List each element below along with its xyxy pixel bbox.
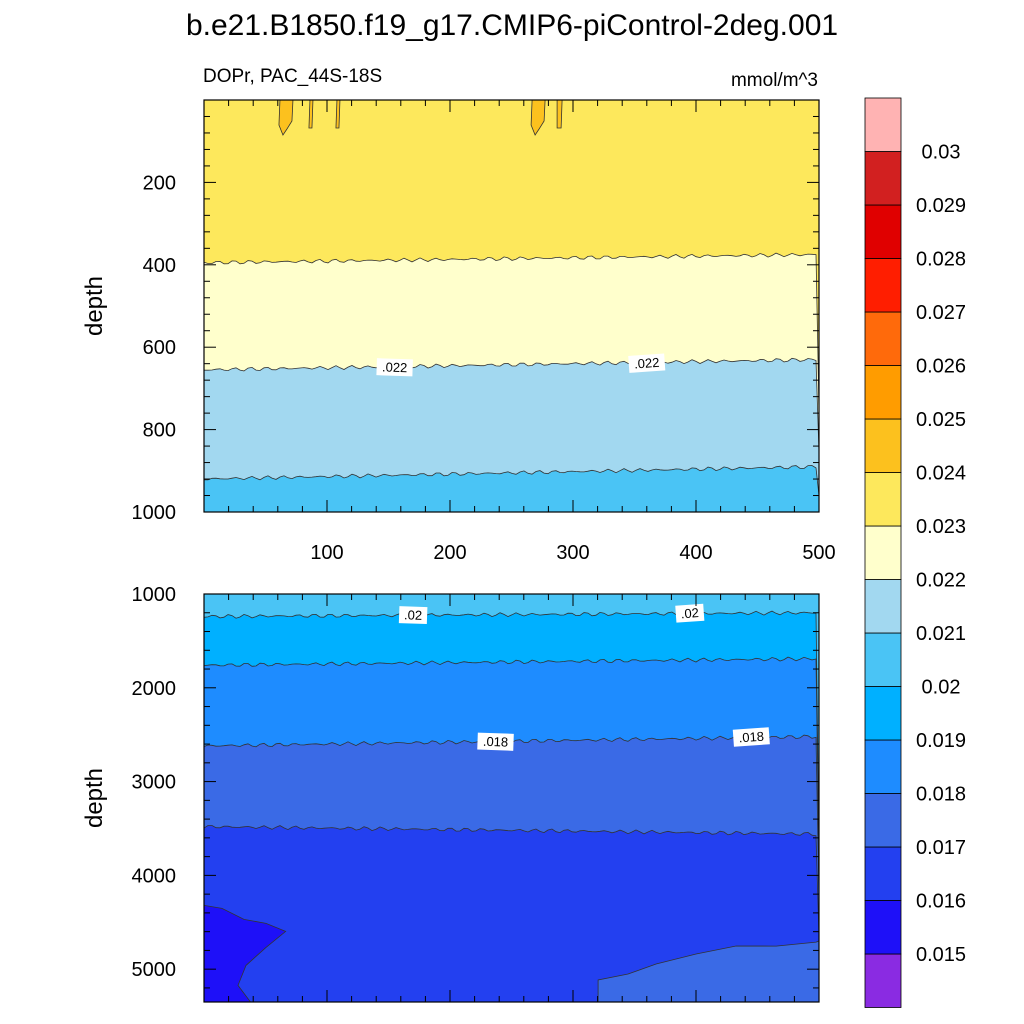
colorbar-label: 0.022 (916, 570, 966, 592)
colorbar-swatch (864, 793, 902, 848)
y-tick-label: 2000 (132, 678, 177, 700)
contour-label-text: .018 (483, 734, 509, 750)
y-tick-label: 800 (143, 420, 176, 442)
colorbar-label: 0.027 (916, 302, 966, 324)
y-axis-label: depth (81, 768, 108, 828)
y-tick-label: 4000 (132, 865, 177, 887)
colorbar-swatch (864, 632, 902, 687)
colorbar-swatch (864, 258, 902, 313)
y-tick-label: 1000 (132, 584, 177, 606)
y-axis-label: depth (81, 276, 108, 336)
colorbar-label: 0.025 (916, 409, 966, 431)
contour-label: .018 (732, 727, 770, 747)
x-tick-label: 300 (556, 542, 589, 564)
colorbar-label: 0.021 (916, 623, 966, 645)
colorbar-swatch (864, 97, 902, 152)
x-tick-label: 500 (802, 542, 835, 564)
contour-patch (597, 940, 819, 1002)
contour-band (204, 465, 819, 512)
contour-band (204, 825, 819, 1002)
y-tick-label: 600 (143, 337, 176, 359)
colorbar-label: 0.024 (916, 463, 966, 485)
y-tick-label: 1000 (132, 502, 177, 524)
colorbar-label: 0.029 (916, 195, 966, 217)
colorbar: 0.015 0.016 0.017 0.018 0.019 0.02 0.021 0.022 0… (864, 97, 966, 1008)
contour-patch (204, 904, 287, 1002)
colorbar-swatch (864, 900, 902, 955)
chart-units: mmol/m^3 (731, 70, 818, 91)
plot-area: .022 .022 (204, 100, 819, 512)
contour-label: .022 (376, 358, 413, 377)
colorbar-label: 0.018 (916, 784, 966, 806)
contour-label-bg (398, 606, 428, 625)
colorbar-label: 0.015 (916, 944, 966, 966)
contour-label: .022 (628, 353, 666, 373)
contour-patch (278, 100, 294, 136)
colorbar-swatch (864, 525, 902, 580)
contour-label-bg (376, 358, 413, 377)
x-tick-label: 200 (433, 542, 466, 564)
chart-title: b.e21.B1850.f19_g17.CMIP6-piControl-2deg… (186, 9, 838, 42)
contour-label-text: .02 (680, 605, 699, 621)
x-tick-label: 100 (310, 542, 343, 564)
colorbar-swatch (864, 311, 902, 366)
contour-label-bg (675, 603, 705, 623)
colorbar-label: 0.023 (916, 516, 966, 538)
contour-label-text: .022 (382, 359, 408, 375)
colorbar-label: 0.03 (922, 142, 961, 164)
lower-panel: .02 .02 .018 .018 1000 2000 3000 4000 5000 depth (81, 584, 820, 1003)
colorbar-swatch (864, 151, 902, 206)
contour-label-bg (732, 727, 770, 747)
contour-label: .02 (675, 603, 705, 623)
x-tick-label: 400 (679, 542, 712, 564)
colorbar-label: 0.017 (916, 837, 966, 859)
y-tick-label: 200 (143, 172, 176, 194)
colorbar-swatch (864, 204, 902, 259)
colorbar-swatch (864, 365, 902, 420)
y-tick-label: 400 (143, 255, 176, 277)
contour-label-text: .022 (634, 355, 660, 372)
contour-label-text: .02 (404, 607, 423, 623)
y-tick-label: 3000 (132, 772, 177, 794)
y-tick-label: 5000 (132, 959, 177, 981)
colorbar-swatch (864, 579, 902, 634)
colorbar-swatch (864, 472, 902, 527)
contour-patch (556, 100, 563, 129)
upper-panel: .022 .022 200 400 600 800 1000 100 200 300 400 500 d… (81, 99, 836, 564)
colorbar-label: 0.02 (922, 677, 961, 699)
colorbar-swatch (864, 739, 902, 794)
plot-frame (203, 593, 820, 1003)
contour-label-bg (628, 353, 666, 373)
contour-label-bg (477, 732, 514, 751)
colorbar-swatch (864, 953, 902, 1008)
contour-label-text: .018 (738, 729, 764, 746)
contour-patch (308, 100, 314, 129)
colorbar-swatch (864, 686, 902, 741)
colorbar-label: 0.016 (916, 891, 966, 913)
colorbar-swatch (864, 418, 902, 473)
contour-label: .018 (477, 732, 514, 751)
colorbar-label: 0.019 (916, 730, 966, 752)
colorbar-swatch (864, 846, 902, 901)
plot-area: .02 .02 .018 .018 (204, 594, 819, 1002)
contour-patch (530, 100, 546, 136)
contour-label: .02 (398, 606, 428, 625)
colorbar-label: 0.026 (916, 356, 966, 378)
contour-patch (335, 100, 341, 129)
chart-subtitle-left: DOPr, PAC_44S-18S (203, 66, 382, 87)
colorbar-label: 0.028 (916, 249, 966, 271)
plot-frame (203, 99, 820, 513)
